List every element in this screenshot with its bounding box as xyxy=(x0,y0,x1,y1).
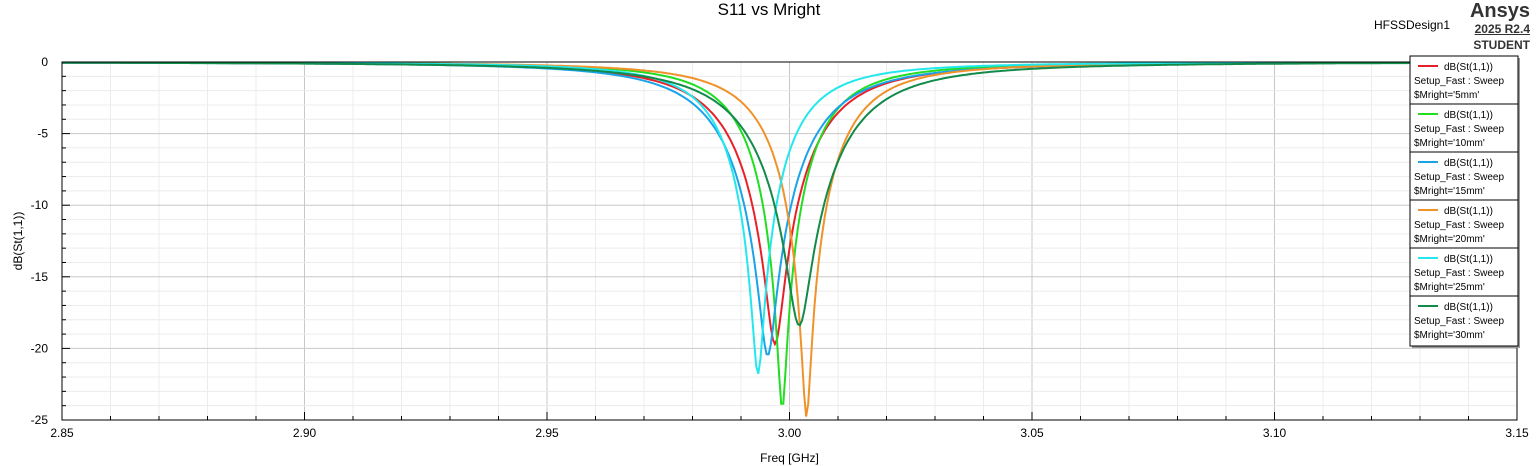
chart-title: S11 vs Mright xyxy=(717,0,821,19)
brand-edition: STUDENT xyxy=(1473,38,1530,52)
series-line-6 xyxy=(62,62,1517,327)
legend-entry-name: dB(St(1,1)) xyxy=(1444,254,1493,265)
legend-entry-name: dB(St(1,1)) xyxy=(1444,206,1493,217)
legend-entry-setup: Setup_Fast : Sweep xyxy=(1414,220,1504,231)
legend-entry-param: $Mright='5mm' xyxy=(1414,90,1479,101)
x-axis-label: Freq [GHz] xyxy=(760,451,819,465)
legend-entry-param: $Mright='20mm' xyxy=(1414,234,1485,245)
y-tick-label: -20 xyxy=(31,341,49,355)
y-axis-label: dB(St(1,1)) xyxy=(11,212,25,271)
x-tick-label: 2.95 xyxy=(535,426,559,440)
x-tick-label: 2.85 xyxy=(50,426,74,440)
axis-ticks: 2.85 2.90 2.95 3.00 3.05 3.10 3.15 0 -5 -10 -15 -20… xyxy=(31,55,1529,440)
x-tick-label: 3.10 xyxy=(1263,426,1287,440)
legend-entry-name: dB(St(1,1)) xyxy=(1444,110,1493,121)
brand-block: Ansys 2025 R2.4 STUDENT xyxy=(1470,0,1530,54)
series-layer xyxy=(62,62,1517,417)
x-tick-label: 3.00 xyxy=(778,426,802,440)
y-tick-label: -25 xyxy=(31,413,49,427)
design-name: HFSSDesign1 xyxy=(1373,18,1450,32)
x-tick-label: 2.90 xyxy=(293,426,317,440)
y-tick-label: -10 xyxy=(31,198,49,212)
legend-entry-param: $Mright='30mm' xyxy=(1414,330,1485,341)
legend-entry-setup: Setup_Fast : Sweep xyxy=(1414,76,1504,87)
legend-entry-param: $Mright='10mm' xyxy=(1414,138,1485,149)
legend-entry-name: dB(St(1,1)) xyxy=(1444,158,1493,169)
x-tick-label: 3.05 xyxy=(1020,426,1044,440)
y-tick-label: -5 xyxy=(37,127,48,141)
legend-entry-param: $Mright='25mm' xyxy=(1414,282,1485,293)
legend-entry-setup: Setup_Fast : Sweep xyxy=(1414,316,1504,327)
legend[interactable]: dB(St(1,1)) Setup_Fast : Sweep $Mright='5m… xyxy=(1409,55,1520,348)
legend-entry-setup: Setup_Fast : Sweep xyxy=(1414,268,1504,279)
legend-entry-setup: Setup_Fast : Sweep xyxy=(1414,172,1504,183)
legend-entry-name: dB(St(1,1)) xyxy=(1444,62,1493,73)
y-tick-label: -15 xyxy=(31,270,49,284)
brand-name: Ansys xyxy=(1469,0,1530,22)
legend-entry-param: $Mright='15mm' xyxy=(1414,186,1485,197)
x-tick-label: 3.15 xyxy=(1505,426,1529,440)
y-tick-label: 0 xyxy=(41,55,48,69)
legend-entry-name: dB(St(1,1)) xyxy=(1444,302,1493,313)
grid xyxy=(61,61,1518,421)
brand-version: 2025 R2.4 xyxy=(1474,22,1530,36)
legend-entry-setup: Setup_Fast : Sweep xyxy=(1414,124,1504,135)
